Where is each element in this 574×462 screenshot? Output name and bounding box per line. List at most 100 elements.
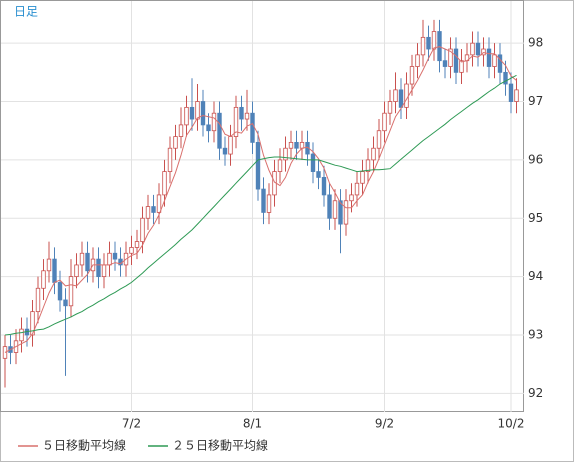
y-tick-label: 93	[528, 327, 543, 341]
candle-body	[376, 130, 382, 149]
y-tick-label: 95	[528, 211, 543, 225]
candle-body	[316, 171, 321, 178]
candle-body	[206, 124, 211, 132]
candle-body	[475, 42, 481, 56]
candle-body	[57, 282, 63, 301]
y-tick-label: 98	[528, 36, 543, 50]
candle-body	[140, 217, 145, 242]
candle-body	[398, 89, 404, 108]
candle-body	[244, 112, 250, 120]
legend-label: ２５日移動平均線	[172, 438, 268, 453]
candle-body	[30, 311, 35, 336]
candle-body	[261, 188, 266, 213]
legend-label: ５日移動平均線	[42, 438, 126, 453]
candle-body	[360, 171, 365, 184]
candle-body	[35, 287, 41, 313]
candle-body	[332, 200, 338, 219]
candle-body	[266, 194, 272, 213]
candle-body	[470, 42, 475, 56]
candle-body	[145, 206, 151, 219]
candle-body	[431, 31, 437, 50]
candle-body	[68, 276, 74, 307]
candle-body	[195, 101, 200, 120]
candle-body	[79, 252, 85, 266]
y-tick-label: 92	[528, 386, 543, 400]
chart-title: 日足	[14, 5, 38, 19]
candle-body	[508, 83, 514, 102]
candle-body	[354, 182, 360, 196]
y-tick-label: 97	[528, 94, 543, 108]
candle-body	[162, 171, 167, 196]
candle-body	[255, 141, 261, 190]
candle-body	[426, 36, 431, 50]
y-tick-label: 94	[528, 269, 543, 283]
candle-body	[233, 106, 239, 137]
candle-body	[327, 194, 332, 219]
y-tick-label: 96	[528, 152, 543, 166]
ma-line	[4, 46, 517, 353]
candle-body	[151, 206, 156, 213]
candle-body	[448, 48, 453, 67]
candle-body	[310, 153, 316, 172]
candle-body	[321, 177, 327, 196]
candle-body	[486, 48, 492, 67]
x-tick-label: 9/2	[375, 417, 394, 431]
candle-body	[393, 89, 398, 102]
candle-body	[85, 252, 90, 272]
candle-body	[409, 66, 415, 85]
candle-body	[250, 112, 255, 143]
x-tick-label: 7/2	[122, 417, 141, 431]
candle-body	[497, 54, 503, 73]
candle-body	[46, 258, 52, 272]
candle-body	[101, 264, 107, 278]
candle-body	[52, 258, 57, 283]
candle-body	[184, 106, 189, 126]
candle-body	[459, 60, 464, 73]
x-tick-label: 8/1	[243, 417, 262, 431]
candle-body	[222, 147, 228, 155]
candle-body	[228, 136, 233, 155]
candle-body	[96, 258, 101, 278]
candle-body	[156, 194, 162, 213]
candle-body	[41, 270, 46, 289]
x-tick-label: 10/2	[498, 417, 525, 431]
candle-body	[387, 101, 393, 114]
candle-body	[294, 141, 299, 149]
candle-body	[442, 60, 448, 67]
candle-body	[167, 147, 173, 172]
candle-body	[189, 106, 195, 120]
candle-body	[19, 328, 24, 342]
candle-body	[217, 112, 222, 149]
candle-body	[107, 252, 112, 266]
candle-body	[514, 89, 519, 102]
candle-body	[112, 252, 118, 260]
candle-body	[134, 241, 140, 248]
candle-body	[178, 124, 184, 137]
candle-body	[173, 136, 178, 149]
candle-body	[415, 54, 420, 67]
candle-body	[420, 36, 426, 56]
candle-body	[239, 106, 244, 120]
candle-body	[481, 48, 486, 56]
candle-body	[371, 147, 376, 161]
candle-body	[343, 200, 349, 225]
candle-body	[492, 54, 497, 67]
candle-body	[382, 112, 387, 132]
candle-body	[283, 147, 288, 161]
ma-line	[4, 74, 517, 336]
candle-body	[299, 141, 305, 149]
candle-body	[129, 247, 134, 254]
candle-body	[211, 112, 217, 132]
candle-body	[349, 194, 354, 202]
candle-body	[365, 159, 371, 172]
candle-body	[63, 299, 68, 307]
candle-body	[288, 141, 294, 149]
candle-body	[453, 48, 459, 73]
candle-body	[200, 101, 206, 126]
candle-body	[404, 83, 409, 108]
candle-body	[503, 71, 508, 85]
candle-body	[437, 31, 442, 62]
candle-body	[74, 264, 79, 278]
candle-body	[338, 200, 343, 225]
